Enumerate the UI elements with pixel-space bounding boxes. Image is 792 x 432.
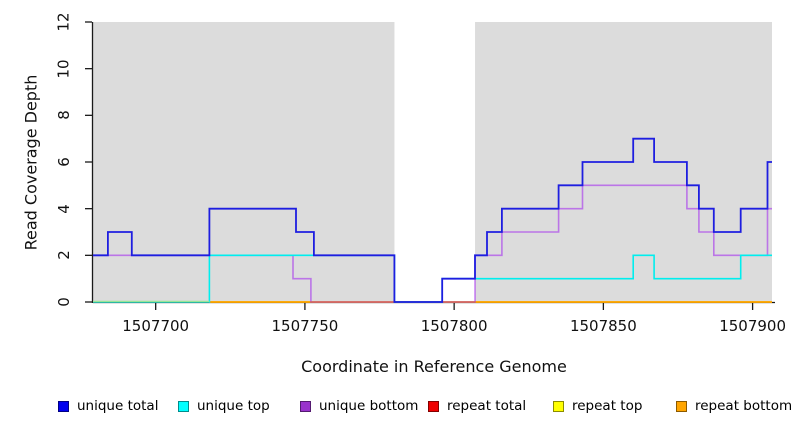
x-tick-label: 1507700 — [122, 317, 190, 335]
legend-swatch-icon — [676, 400, 687, 412]
x-tick-label: 1507900 — [719, 317, 786, 335]
legend-label: repeat top — [572, 398, 643, 414]
legend-item-repeat-bottom: repeat bottom — [676, 398, 792, 414]
left-shaded-region — [93, 22, 395, 302]
legend-label: unique bottom — [319, 398, 419, 414]
legend-item-unique-top: unique top — [178, 398, 270, 414]
x-tick-label: 1507850 — [569, 317, 637, 335]
legend-item-unique-total: unique total — [58, 398, 159, 414]
legend-swatch-icon — [553, 400, 564, 412]
series-line-unique-total — [93, 137, 772, 303]
legend-swatch-icon — [428, 400, 439, 412]
legend-swatch-icon — [58, 400, 69, 412]
x-tick-label: 1507800 — [420, 317, 488, 335]
x-tick-label: 1507750 — [271, 317, 339, 335]
legend-item-unique-bottom: unique bottom — [300, 398, 419, 414]
legend-swatch-icon — [300, 400, 311, 412]
legend-label: unique top — [197, 398, 270, 414]
legend-swatch-icon — [178, 400, 189, 412]
legend-label: repeat bottom — [695, 398, 792, 414]
legend-item-repeat-top: repeat top — [553, 398, 643, 414]
legend-label: repeat total — [447, 398, 527, 414]
legend-label: unique total — [77, 398, 159, 414]
series-line-unique-bottom — [93, 184, 772, 303]
series-line-unique-top — [93, 254, 772, 303]
legend-item-repeat-total: repeat total — [428, 398, 527, 414]
x-axis-label: Coordinate in Reference Genome — [301, 357, 567, 376]
